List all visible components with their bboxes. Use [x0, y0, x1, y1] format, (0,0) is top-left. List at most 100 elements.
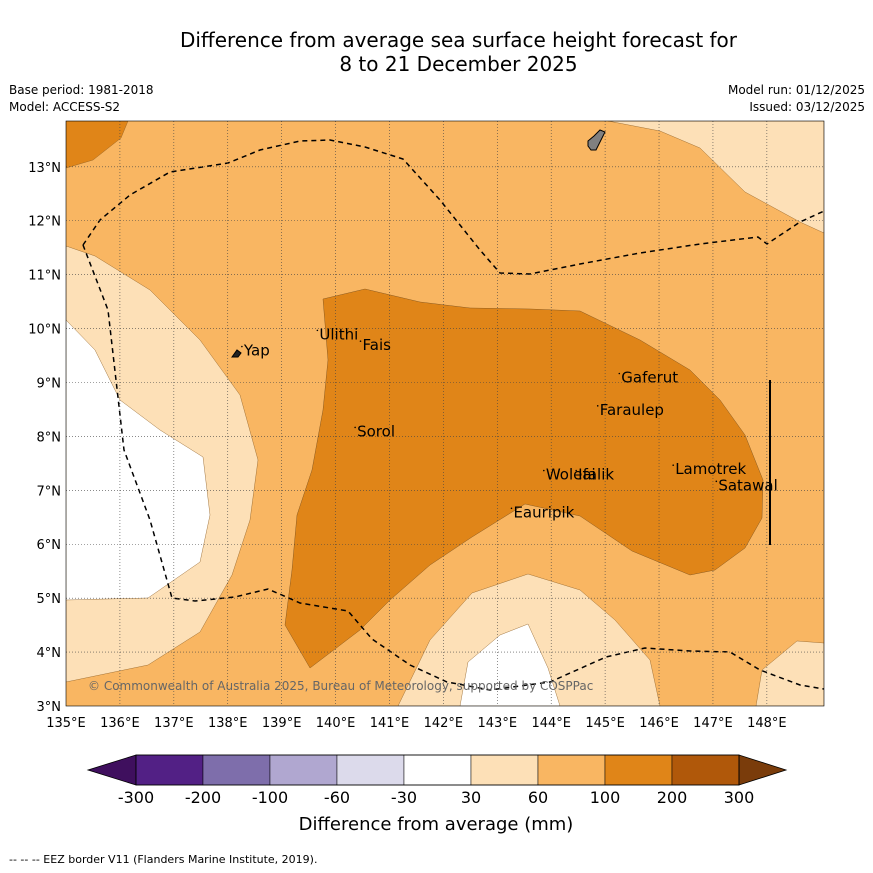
base-period: Base period: 1981-2018 [9, 83, 154, 97]
colorbar-segment [671, 754, 740, 786]
place-marker [316, 329, 319, 332]
guam-island [587, 129, 606, 151]
colorbar-tick-label: -60 [324, 788, 350, 807]
place-label-lamotrek: Lamotrek [675, 460, 746, 478]
lat-tick-label: 7°N [37, 484, 62, 499]
colorbar-tick-label: 60 [528, 788, 548, 807]
place-marker [510, 507, 513, 510]
field-100-200-central [284, 288, 764, 669]
chart-title: Difference from average sea surface heig… [0, 28, 873, 76]
eez-border-north [82, 139, 824, 275]
lon-tick-label: 135°E [46, 716, 86, 731]
lon-tick-label: 145°E [585, 716, 625, 731]
colorbar-extend-low [86, 754, 137, 786]
lat-tick-label: 4°N [37, 646, 62, 661]
tick-labels: 135°E 136°E 137°E 138°E 139°E 140°E 141°E 142°E… [28, 161, 786, 731]
colorbar-segment [336, 754, 405, 786]
lat-tick-label: 9°N [37, 376, 62, 391]
colorbar-extend-high [738, 754, 788, 786]
field-30-60-west [66, 245, 259, 683]
lat-tick-label: 13°N [28, 161, 61, 176]
colorbar-tick-label: -30 [391, 788, 417, 807]
field-0-30-south [459, 623, 561, 706]
issued-date: Issued: 03/12/2025 [749, 100, 865, 114]
place-label-fais: Fais [363, 336, 392, 354]
colorbar-segment [604, 754, 673, 786]
colorbar-tick-label: -300 [118, 788, 154, 807]
place-label-eauripik: Eauripik [513, 503, 574, 521]
place-marker [354, 426, 356, 429]
lon-tick-label: 136°E [100, 716, 140, 731]
field-30-60-se [755, 640, 824, 706]
lon-tick-label: 144°E [531, 716, 571, 731]
colorbar-segment [269, 754, 338, 786]
place-label-faraulep: Faraulep [600, 401, 664, 419]
gridlines [66, 121, 824, 706]
place-marker [672, 464, 675, 466]
lon-tick-label: 148°E [747, 716, 787, 731]
place-label-satawal: Satawal [718, 476, 777, 494]
colorbar-frame [135, 754, 740, 786]
colorbar-tick-label: 300 [724, 788, 755, 807]
place-marker [575, 469, 577, 472]
copyright-text: © Commonwealth of Australia 2025, Bureau… [88, 679, 593, 693]
colorbar-segment [202, 754, 271, 786]
lon-tick-label: 140°E [316, 716, 356, 731]
meta-left: Base period: 1981-2018 Model: ACCESS-S2 [9, 82, 154, 116]
map-field [66, 121, 824, 706]
place-marker [241, 345, 243, 348]
lat-tick-label: 8°N [37, 430, 62, 445]
place-labels: Yap Ulithi Fais Gaferut Faraulep Sorol WoleaiI… [241, 325, 778, 521]
place-label-woleai: Woleai [546, 466, 596, 484]
lat-tick-label: 12°N [28, 215, 61, 230]
lon-tick-label: 146°E [639, 716, 679, 731]
colorbar-segment [470, 754, 539, 786]
colorbar-tick-label: 30 [461, 788, 481, 807]
title-line-1: Difference from average sea surface heig… [179, 28, 738, 52]
colorbar-segment [135, 754, 204, 786]
place-label-gaferut: Gaferut [621, 368, 678, 386]
field-60-100 [66, 121, 824, 706]
place-marker [596, 405, 599, 407]
meta-right: Model run: 01/12/2025 Issued: 03/12/2025 [728, 82, 865, 116]
lat-tick-label: 11°N [28, 269, 61, 284]
colorbar-tick-label: -200 [185, 788, 221, 807]
place-label-ifalik: Ifalik [578, 466, 614, 484]
place-label-ulithi: Ulithi [319, 325, 358, 343]
lon-tick-label: 147°E [693, 716, 733, 731]
colorbar-tick-label: -100 [252, 788, 288, 807]
model-run: Model run: 01/12/2025 [727, 83, 865, 97]
field-100-200-nw [66, 121, 129, 169]
lon-tick-label: 142°E [424, 716, 464, 731]
colorbar-tick-label: 200 [657, 788, 688, 807]
place-marker [618, 372, 621, 375]
eez-border-south [82, 244, 824, 691]
colorbar: -300 -200 -100 -60 -30 30 60 100 200 300 [86, 754, 788, 807]
lat-tick-label: 10°N [28, 323, 61, 338]
model-name: Model: ACCESS-S2 [9, 100, 121, 114]
place-marker [715, 480, 718, 483]
field-0-30-west [66, 319, 211, 601]
yap-island [231, 349, 242, 358]
colorbar-label: Difference from average (mm) [299, 814, 574, 835]
place-label-sorol: Sorol [357, 422, 395, 440]
place-marker [359, 340, 362, 342]
lat-tick-label: 5°N [37, 592, 62, 607]
lon-tick-label: 143°E [478, 716, 518, 731]
lon-tick-label: 138°E [208, 716, 248, 731]
colorbar-segment [537, 754, 606, 786]
lon-tick-label: 137°E [154, 716, 194, 731]
colorbar-segment [403, 754, 472, 786]
lon-tick-label: 141°E [370, 716, 410, 731]
lon-tick-label: 139°E [262, 716, 302, 731]
title-line-2: 8 to 21 December 2025 [339, 52, 578, 76]
colorbar-tick-label: 100 [590, 788, 621, 807]
place-marker [543, 469, 545, 472]
eez-legend: -- -- -- EEZ border V11 (Flanders Marine… [9, 853, 318, 866]
lat-tick-label: 6°N [37, 538, 62, 553]
lat-tick-label: 3°N [37, 700, 62, 715]
map-frame [65, 120, 825, 707]
field-30-60-south [397, 573, 661, 706]
field-30-60-ne [607, 121, 824, 234]
